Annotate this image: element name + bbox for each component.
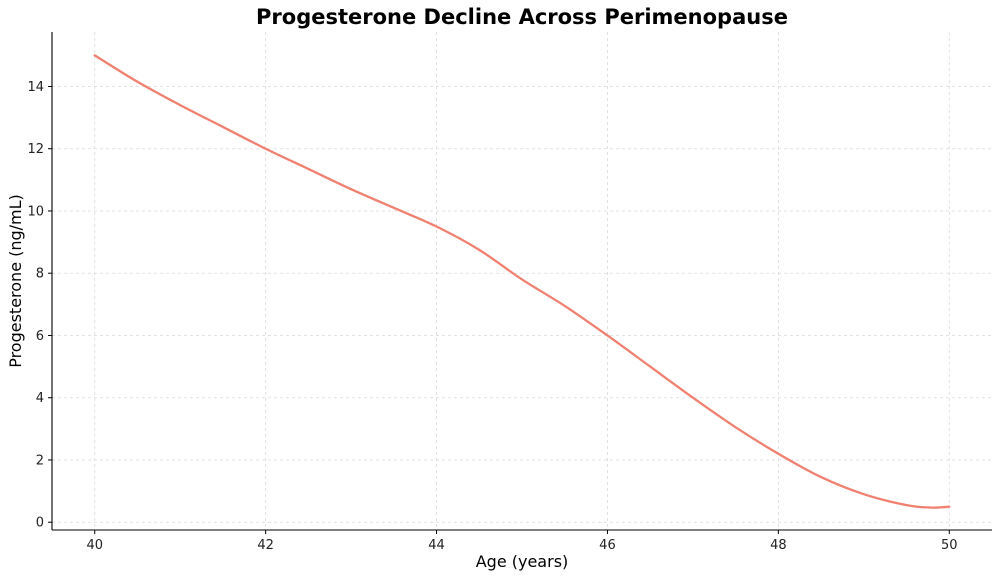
x-tick-label: 50 [941,538,958,553]
y-tick-label: 12 [27,142,44,157]
y-tick-label: 10 [27,204,44,219]
y-tick-label: 14 [27,80,44,95]
x-tick-label: 42 [257,538,274,553]
series-line-0 [93,54,951,509]
x-tick-label: 44 [428,538,445,553]
x-tick-label: 40 [86,538,103,553]
x-tick-label: 46 [599,538,616,553]
y-tick-label: 0 [36,516,44,531]
x-tick-label: 48 [770,538,787,553]
y-tick-label: 2 [36,453,44,468]
y-tick-label: 8 [36,267,44,282]
y-tick-label: 6 [36,329,44,344]
x-axis-label: Age (years) [476,552,569,571]
chart-title: Progesterone Decline Across Perimenopaus… [256,5,788,29]
grid-lines [52,32,992,530]
plot-area [93,54,951,509]
axes [51,32,992,531]
y-tick-label: 4 [36,391,44,406]
y-axis-label: Progesterone (ng/mL) [6,194,25,368]
